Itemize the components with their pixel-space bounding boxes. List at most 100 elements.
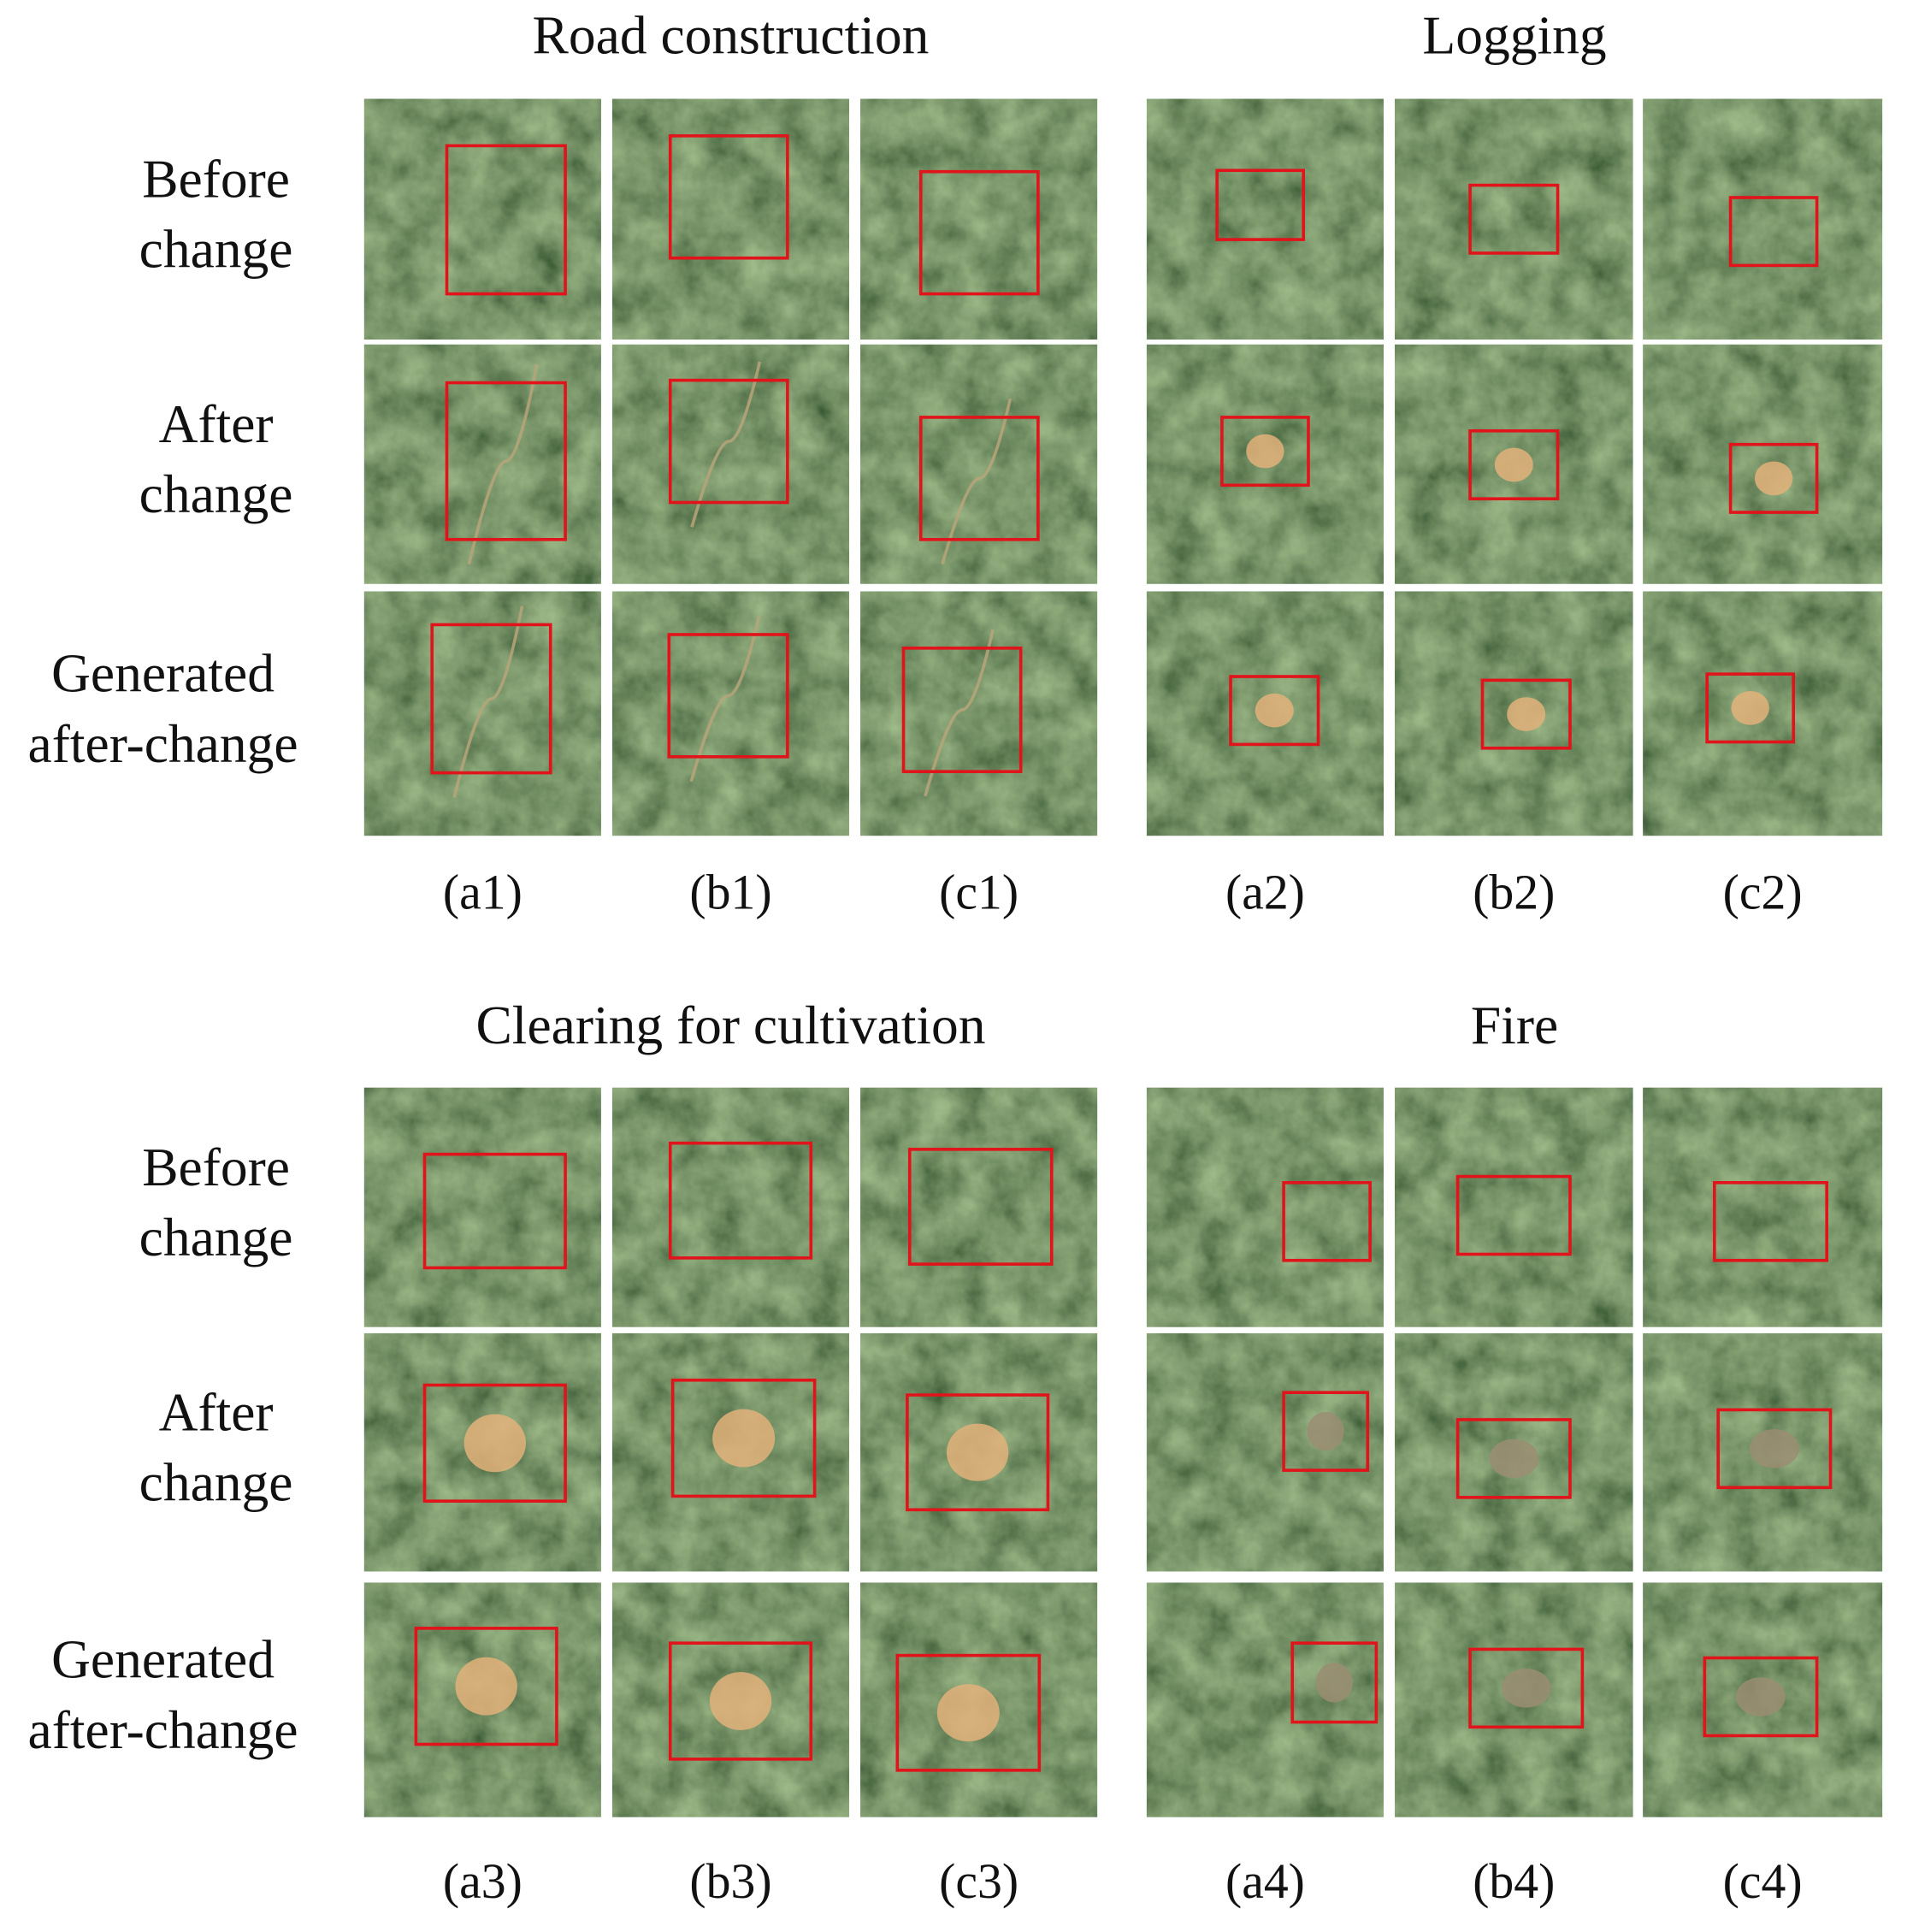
clearing-feature [1507, 697, 1546, 731]
highlight-box [445, 381, 567, 541]
image-tile [1395, 1582, 1633, 1817]
clearing-feature [1754, 461, 1793, 496]
satellite-image [1146, 98, 1384, 340]
clearing-feature [1736, 1677, 1786, 1716]
clearing-feature [455, 1657, 517, 1716]
satellite-image [1643, 1087, 1883, 1327]
highlight-box [901, 647, 1023, 773]
row-label: change [139, 219, 293, 280]
row-label: Generated [51, 642, 275, 703]
row-label: change [139, 1452, 293, 1513]
image-tile [1643, 1332, 1883, 1572]
column-label: (a2) [1225, 866, 1305, 920]
highlight-box [1229, 675, 1320, 747]
highlight-box [1713, 1181, 1828, 1262]
highlight-box [895, 1653, 1042, 1772]
clearing-feature [946, 1423, 1009, 1481]
image-tile [611, 1582, 850, 1817]
highlight-box [668, 1641, 813, 1761]
image-tile [611, 344, 850, 584]
highlight-box [422, 1383, 567, 1504]
highlight-box [1282, 1391, 1370, 1472]
image-tile [1146, 344, 1384, 584]
satellite-image [860, 98, 1098, 340]
highlight-box [1468, 428, 1560, 500]
road-feature [941, 398, 1013, 565]
highlight-box [1290, 1641, 1379, 1724]
highlight-box [430, 623, 552, 775]
clearing-feature [1494, 447, 1533, 482]
image-tile [1643, 591, 1883, 836]
highlight-box [668, 378, 789, 505]
highlight-box [907, 1148, 1054, 1266]
column-label: (a3) [443, 1855, 523, 1909]
satellite-image [363, 98, 601, 340]
clearing-feature [1501, 1669, 1551, 1708]
highlight-box [668, 134, 789, 260]
road-feature [452, 606, 524, 798]
image-tile [611, 1332, 850, 1572]
clearing-feature [1731, 690, 1769, 725]
panel-title: Clearing for cultivation [475, 995, 985, 1055]
column-label: (c2) [1723, 866, 1803, 920]
highlight-box [918, 169, 1040, 296]
image-tile [860, 344, 1098, 584]
image-tile [1146, 1332, 1384, 1572]
image-tile [363, 1087, 601, 1327]
satellite-image [860, 344, 1098, 584]
image-tile [363, 98, 601, 340]
image-tile [363, 1332, 601, 1572]
image-tile [860, 1087, 1098, 1327]
highlight-box [1455, 1418, 1572, 1499]
road-feature [467, 363, 539, 565]
column-label: (c1) [939, 866, 1018, 920]
image-tile [1395, 591, 1633, 836]
row-label: Generated [51, 1629, 275, 1690]
image-tile [1643, 344, 1883, 584]
highlight-box [422, 1152, 567, 1270]
satellite-image [1395, 1087, 1633, 1327]
road-feature [924, 629, 995, 797]
image-tile [363, 591, 601, 836]
satellite-image [860, 591, 1098, 836]
highlight-box [1716, 1408, 1833, 1490]
column-label: (b3) [689, 1855, 771, 1909]
satellite-image [611, 344, 850, 584]
highlight-box [445, 144, 567, 296]
column-label: (c4) [1723, 1855, 1803, 1909]
row-label: Before [142, 1137, 290, 1197]
highlight-box [1468, 183, 1560, 255]
satellite-image [611, 591, 850, 836]
row-label: after-change [28, 713, 298, 774]
clearing-feature [712, 1409, 776, 1468]
clearing-feature [1315, 1663, 1353, 1703]
highlight-box [1705, 672, 1796, 744]
clearing-feature [936, 1684, 1000, 1742]
satellite-image [1395, 98, 1633, 340]
column-label: (b2) [1473, 866, 1555, 920]
satellite-image [1643, 98, 1883, 340]
highlight-box [1728, 196, 1819, 268]
highlight-box [1468, 1647, 1585, 1729]
row-label: After [159, 393, 274, 454]
highlight-box [1480, 678, 1572, 750]
image-tile [611, 1087, 850, 1327]
highlight-box [1703, 1656, 1819, 1738]
highlight-box [906, 1393, 1050, 1512]
satellite-image [363, 1087, 601, 1327]
image-tile [1146, 1087, 1384, 1327]
satellite-image [1643, 344, 1883, 584]
highlight-box [1728, 442, 1819, 514]
clearing-feature [1307, 1411, 1344, 1451]
road-feature [690, 361, 762, 528]
clearing-feature [1489, 1439, 1539, 1479]
image-tile [1643, 98, 1883, 340]
satellite-image [611, 1087, 850, 1327]
image-tile [1643, 1582, 1883, 1817]
image-tile [363, 344, 601, 584]
row-label: after-change [28, 1699, 298, 1760]
road-feature [689, 615, 761, 783]
row-label: change [139, 1207, 293, 1267]
panel-title: Road construction [533, 4, 930, 65]
